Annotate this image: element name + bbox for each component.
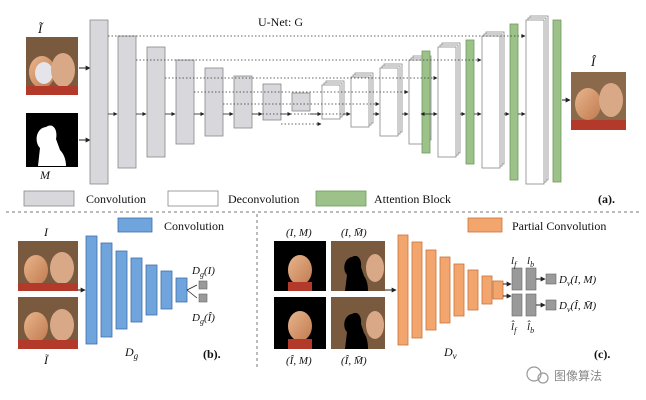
- conv-layer: [175, 277, 188, 303]
- panel-c-label: (c).: [594, 347, 610, 361]
- conv-layer: [145, 264, 158, 316]
- partial-conv-layer: [467, 269, 479, 311]
- panel-c-img-label-top-0: (I, M): [286, 227, 312, 239]
- conv-layer: [100, 242, 113, 338]
- panel-a-label: (a).: [598, 192, 615, 206]
- legend-attention-label: Attention Block: [374, 192, 451, 206]
- panel-c-feat-bottom-left: l̂f: [510, 320, 518, 335]
- watermark-text: 图像算法: [554, 368, 602, 383]
- panel-b-legend-label: Convolution: [164, 219, 224, 233]
- conv-block: [146, 46, 166, 158]
- output-unit: [198, 293, 208, 303]
- deconv-block: [437, 46, 457, 158]
- skip-connections: [108, 34, 526, 126]
- partial-conv-layer: [439, 256, 451, 324]
- watermark: 图像算法: [526, 366, 602, 384]
- legend-deconvolution-swatch: [167, 190, 219, 207]
- panel-b-output-bottom: Dg(Î): [191, 312, 215, 326]
- deconv-block: [350, 76, 370, 128]
- legend-deconvolution-label: Deconvolution: [228, 192, 299, 206]
- attention-block: [465, 39, 475, 165]
- conv-layer: [85, 235, 98, 345]
- panel-c-img-label-bottom-0: (Î, M): [286, 355, 312, 367]
- input-image-label: Ĩ: [37, 21, 44, 36]
- panel-b-top-image-label: I: [43, 225, 49, 239]
- panel-c-feat-top-left: lf: [511, 255, 518, 269]
- input-image: [26, 37, 78, 95]
- panel-c-output-bottom: Dv(Î, M̄): [558, 300, 597, 314]
- partial-conv-layer: [481, 275, 493, 305]
- wechat-icon: [526, 366, 542, 382]
- conv-layer: [130, 257, 143, 323]
- panel-b-conv-layers: [85, 235, 208, 345]
- deconv-block: [379, 67, 399, 137]
- deconv-block: [525, 19, 545, 185]
- panel-b-label: (b).: [203, 347, 221, 361]
- legend-convolution-label: Convolution: [86, 192, 146, 206]
- panel-b-network-label: Dg: [124, 345, 139, 361]
- conv-block: [89, 19, 109, 185]
- partial-conv-layer: [411, 241, 423, 339]
- partial-conv-layer: [397, 234, 409, 346]
- conv-block: [291, 92, 311, 112]
- panel-c-image-masked-2: [331, 241, 385, 291]
- conv-block: [262, 83, 282, 121]
- panel-b-bottom-image-label: Ĩ: [43, 353, 50, 367]
- panel-b-legend-swatch: [117, 217, 153, 233]
- panel-c-image-masked-1: [274, 241, 326, 291]
- attention-block: [509, 23, 519, 181]
- unet-title: U-Net: G: [258, 15, 303, 29]
- decoder-layers: [310, 15, 562, 185]
- panel-c-image-masked-3: [274, 297, 326, 349]
- discriminator-global-panel: Convolution I Ĩ Dg Dg(I) Dg(Î) (b).: [18, 217, 224, 367]
- panel-b-bottom-image: [18, 297, 78, 349]
- panel-c-partial-conv-layers: [397, 234, 504, 346]
- panel-c-image-masked-4: [331, 297, 385, 349]
- panel-c-feat-bottom-right: l̂b: [526, 320, 534, 335]
- deconv-block: [321, 84, 341, 120]
- encoder-layers: [89, 19, 311, 185]
- flow-arrow: [186, 289, 198, 299]
- panel-b-top-image: [18, 241, 78, 291]
- conv-layer: [160, 270, 173, 310]
- output-label: Î: [590, 54, 597, 69]
- partial-conv-layer: [492, 280, 504, 300]
- mask-image: [26, 113, 78, 167]
- panel-c-legend-swatch: [467, 217, 503, 233]
- output-image: [571, 72, 626, 130]
- partial-conv-layer: [425, 249, 437, 331]
- partial-conv-layer: [453, 263, 465, 317]
- attention-block: [421, 50, 431, 154]
- panel-c-img-label-bottom-1: (Î, M̄): [341, 355, 367, 367]
- conv-block: [233, 75, 253, 129]
- legend-attention-swatch: [315, 190, 367, 207]
- conv-block: [117, 35, 137, 169]
- deconv-block: [481, 35, 501, 169]
- output-unit: [198, 280, 208, 290]
- mask-label: M: [39, 168, 51, 182]
- panel-c-feat-top-right: lb: [527, 255, 534, 269]
- attention-block: [552, 19, 562, 183]
- unet-panel: U-Net: G Ĩ M Î: [23, 15, 626, 207]
- panel-c-output-top: Dv(I, M): [558, 274, 597, 288]
- conv-layer: [115, 250, 128, 330]
- legend-convolution-swatch: [23, 190, 75, 207]
- panel-c-network-label: Dv: [443, 345, 457, 361]
- discriminator-local-panel: Partial Convolution (I, M) (I, M̄) (Î, M…: [274, 217, 610, 367]
- conv-block: [204, 67, 224, 137]
- panel-c-feature-boxes: [503, 267, 557, 317]
- panel-c-legend-label: Partial Convolution: [512, 219, 606, 233]
- flow-arrow: [186, 284, 198, 291]
- conv-block: [175, 59, 195, 145]
- panel-c-img-label-top-1: (I, M̄): [341, 227, 367, 239]
- panel-b-output-top: Dg(I): [191, 265, 215, 279]
